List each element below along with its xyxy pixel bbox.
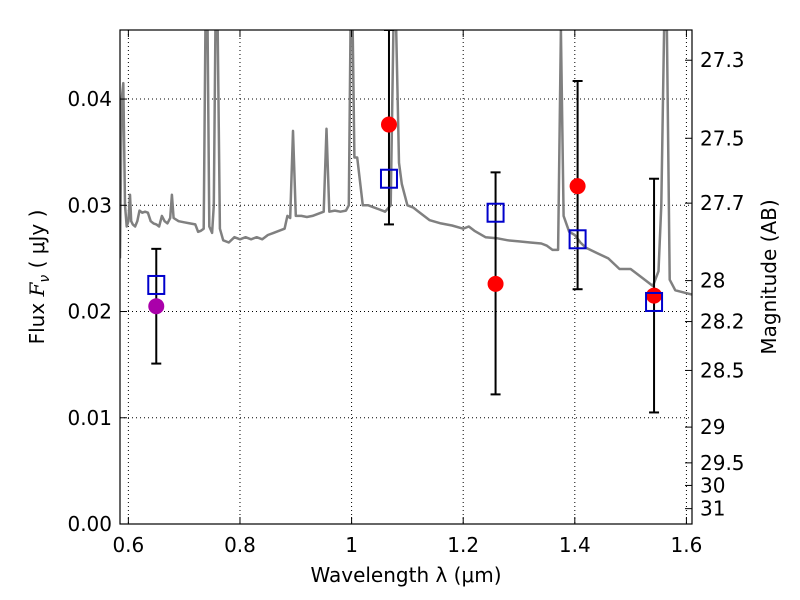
right-tick-label: 31 <box>700 497 725 521</box>
model-flux-square <box>379 168 398 189</box>
plot-content <box>120 30 692 414</box>
model-flux-square <box>486 202 505 223</box>
x-axis-label: Wavelength λ (μm) <box>310 563 501 587</box>
right-tick-label: 29 <box>700 415 725 439</box>
model-flux-square <box>645 291 664 312</box>
y-label-pre: Flux <box>25 296 49 344</box>
y-label-var: F <box>25 281 49 297</box>
observed-flux-point <box>646 287 663 304</box>
observed-flux-point <box>487 275 504 292</box>
y-tick-label: 0.03 <box>67 193 112 217</box>
right-tick-label: 27.7 <box>700 191 745 215</box>
error-bars <box>151 30 660 414</box>
y-label-sub: ν <box>37 275 53 283</box>
model-flux-square <box>568 229 587 250</box>
y-tick-label: 0.00 <box>67 512 112 536</box>
model-spectrum-line <box>120 30 692 296</box>
tick-labels: 0.6 0.8 1 1.2 1.4 1.6 0.00 0.01 0.02 0.03 0.04 27.3… <box>67 48 744 557</box>
right-tick-label: 27.5 <box>700 126 745 150</box>
y-tick-label: 0.01 <box>67 406 112 430</box>
x-tick-label: 0.8 <box>224 533 256 557</box>
right-tick-label: 30 <box>700 473 725 497</box>
observed-flux-point <box>380 116 397 133</box>
y-axis-label-left: Flux Fν ( μJy ) <box>25 210 53 345</box>
right-tick-label: 28 <box>700 269 725 293</box>
right-tick-label: 27.3 <box>700 48 745 72</box>
right-tick-label: 28.2 <box>700 310 745 334</box>
y-tick-label: 0.04 <box>67 87 112 111</box>
y-axis-label-right: Magnitude (AB) <box>757 199 781 354</box>
y-tick-label: 0.02 <box>67 300 112 324</box>
right-tick-label: 29.5 <box>700 451 745 475</box>
observed-flux-point-alt <box>148 298 165 315</box>
y-label-post: ( μJy ) <box>25 210 49 275</box>
x-tick-label: 1.6 <box>671 533 703 557</box>
x-tick-label: 1 <box>345 533 358 557</box>
x-tick-label: 1.4 <box>559 533 591 557</box>
plot-frame <box>119 29 693 525</box>
data-markers <box>147 116 664 315</box>
right-tick-label: 28.5 <box>700 358 745 382</box>
observed-flux-point <box>569 178 586 195</box>
x-tick-label: 0.6 <box>112 533 144 557</box>
model-flux-square <box>147 274 166 295</box>
axis-ticks <box>120 30 692 525</box>
x-tick-label: 1.2 <box>447 533 479 557</box>
